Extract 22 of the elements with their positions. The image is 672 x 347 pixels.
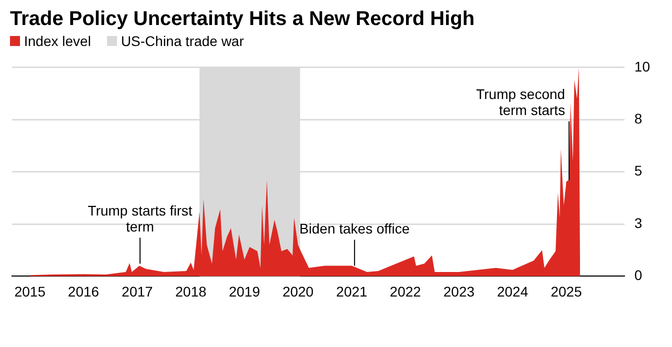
y-tick-label: 0 — [634, 267, 642, 284]
x-tick-label: 2019 — [228, 283, 260, 300]
y-tick-label: 8 — [634, 110, 642, 126]
x-tick-label: 2025 — [550, 283, 582, 300]
x-tick-label: 2024 — [496, 283, 528, 300]
x-tick-label: 2023 — [443, 283, 475, 300]
x-tick-label: 2020 — [282, 283, 314, 300]
x-tick-label: 2021 — [336, 283, 368, 300]
x-tick-label: 2015 — [14, 283, 46, 300]
legend-label: Index level — [24, 33, 91, 49]
x-tick-label: 2022 — [390, 283, 422, 300]
x-tick-label: 2016 — [68, 283, 100, 300]
legend-label: US-China trade war — [120, 33, 244, 49]
annotation: Biden takes office — [299, 220, 410, 237]
chart-title: Trade Policy Uncertainty Hits a New Record High — [10, 8, 476, 31]
annotation: Trump starts first term — [88, 202, 192, 235]
y-tick-label: 10 — [634, 58, 650, 74]
y-tick-label: 5 — [634, 162, 642, 179]
annotation: Trump second term starts — [476, 86, 566, 118]
x-tick-label: 2018 — [175, 283, 207, 300]
x-tick-label: 2017 — [122, 283, 154, 300]
y-tick-label: 3 — [634, 214, 642, 231]
